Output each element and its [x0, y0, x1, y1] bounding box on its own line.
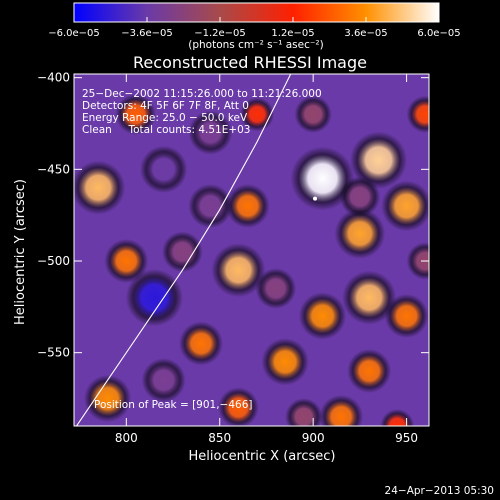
plot-area: 800 850 900 950 −400 −450 −500 −550 25−Dec−2002… [37, 71, 430, 445]
axis-ticks: 800 850 900 950 −400 −450 −500 −550 [37, 71, 429, 445]
solar-limb-curve [75, 74, 292, 426]
heatmap-source [179, 321, 224, 366]
timestamp: 24−Apr−2013 05:30 [385, 485, 494, 497]
heatmap-source [406, 242, 429, 280]
info-line-energy: Energy Range: 25.0 − 50.0 keV [82, 112, 248, 124]
peak-marker [313, 196, 318, 201]
colorbar-unit-label: (photons cm⁻² s⁻¹ asec⁻²) [188, 39, 323, 51]
heatmap-source [83, 374, 132, 423]
heatmap-source [218, 387, 259, 426]
colorbar-tick-label: 6.0e−05 [417, 28, 460, 39]
heatmap-source [125, 269, 184, 327]
colorbar-tick-label: −6.0e−05 [48, 28, 100, 39]
heatmap-image [74, 94, 429, 426]
colorbar-tick-label: −1.2e−05 [194, 28, 246, 39]
y-tick-label: −550 [37, 346, 70, 360]
chart-title: Reconstructed RHESSI Image [133, 53, 367, 72]
heatmap-source [240, 97, 275, 132]
x-tick-label: 900 [302, 431, 325, 445]
colorbar-tick-label: −3.6e−05 [121, 28, 173, 39]
colorbar-tick-label: 3.6e−05 [344, 28, 387, 39]
heatmap-source [188, 110, 233, 155]
heatmap-source [349, 131, 408, 189]
heatmap-source [406, 95, 429, 133]
heatmap-source [298, 292, 347, 340]
heatmap-source [285, 398, 323, 426]
heatmap-source [384, 294, 429, 338]
x-tick-label: 800 [115, 431, 138, 445]
heatmap-source [211, 243, 266, 298]
heatmap-source [347, 349, 392, 393]
info-line-time: 25−Dec−2002 11:15:26.000 to 11:21:26.000 [82, 88, 322, 100]
heatmap-source [334, 208, 386, 259]
heatmap-source [162, 231, 203, 273]
y-axis-label: Heliocentric Y (arcsec) [13, 179, 28, 325]
info-line-counts: Clean Total counts: 4.51E+03 [82, 124, 251, 136]
colorbar: −6.0e−05 −3.6e−05 −1.2e−05 1.2e−05 3.6e−05 6.… [48, 2, 461, 51]
heatmap-source [255, 268, 297, 309]
colorbar-ticks: −6.0e−05 −3.6e−05 −1.2e−05 1.2e−05 3.6e−05 6.… [48, 17, 461, 39]
y-tick-label: −500 [37, 254, 70, 268]
heatmap-source [225, 184, 270, 228]
info-block: 25−Dec−2002 11:15:26.000 to 11:21:26.000… [82, 88, 322, 136]
heatmap-source [140, 145, 188, 193]
info-line-detectors: Detectors: 4F 5F 6F 7F 8F, Att 0 [82, 100, 249, 112]
heatmap-source [188, 184, 233, 228]
heatmap-source [380, 409, 415, 426]
heatmap-source [74, 160, 126, 215]
colorbar-tick-label: 1.2e−05 [271, 28, 314, 39]
heatmap-source [339, 176, 381, 218]
heatmap-source [381, 180, 429, 232]
heatmap-source [294, 95, 332, 133]
x-tick-label: 950 [395, 431, 418, 445]
peak-position-label: Position of Peak = [901,−466] [94, 399, 253, 411]
heatmap-source [115, 94, 156, 135]
heatmap-source [319, 394, 364, 426]
heatmap-source [342, 270, 397, 325]
heatmap-source [104, 239, 149, 283]
y-tick-label: −450 [37, 162, 70, 176]
heatmap-source [261, 338, 309, 386]
x-axis-label: Heliocentric X (arcsec) [189, 449, 336, 464]
plot-frame [73, 73, 430, 427]
x-tick-label: 850 [208, 431, 231, 445]
heatmap-source [141, 358, 186, 403]
y-tick-label: −400 [37, 71, 70, 85]
heatmap-source [290, 146, 355, 211]
colorbar-strip [73, 2, 440, 23]
